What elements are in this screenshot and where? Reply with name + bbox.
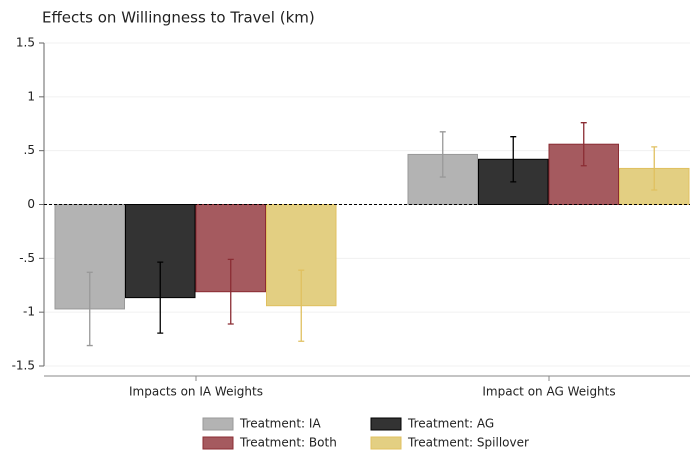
y-tick-label: 0 xyxy=(27,197,35,211)
legend-swatch xyxy=(370,417,402,431)
x-tick-label: Impacts on IA Weights xyxy=(129,385,263,399)
error-bar xyxy=(580,122,587,167)
legend-swatch xyxy=(202,436,234,450)
x-tick-label: Impact on AG Weights xyxy=(482,385,615,399)
legend-label: Treatment: Both xyxy=(239,436,337,450)
y-tick-label: -1 xyxy=(23,305,35,319)
error-bar xyxy=(439,131,446,178)
y-tick-label: -1.5 xyxy=(12,359,35,373)
legend-swatch xyxy=(370,436,402,450)
legend-swatch xyxy=(202,417,234,431)
legend-label: Treatment: IA xyxy=(239,417,321,431)
error-bar xyxy=(651,146,658,191)
legend-label: Treatment: AG xyxy=(407,417,494,431)
y-tick-label: .5 xyxy=(24,143,35,157)
error-bar xyxy=(227,258,234,325)
error-bar xyxy=(86,271,93,347)
y-tick-label: -.5 xyxy=(19,251,35,265)
y-tick-label: 1 xyxy=(27,89,35,103)
error-bar xyxy=(298,269,305,342)
error-bar xyxy=(510,136,517,183)
y-tick-label: 1.5 xyxy=(16,36,35,50)
legend-label: Treatment: Spillover xyxy=(407,436,529,450)
error-bar xyxy=(157,261,164,334)
chart-title: Effects on Willingness to Travel (km) xyxy=(42,9,315,27)
